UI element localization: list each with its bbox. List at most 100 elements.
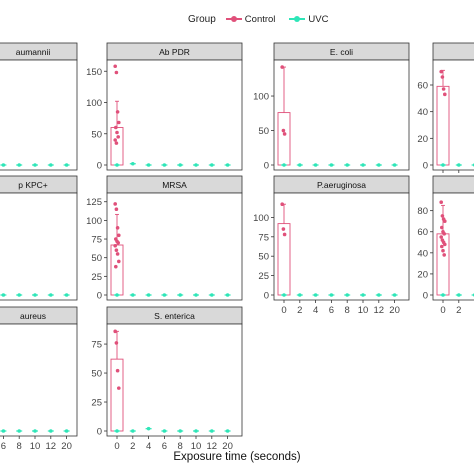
panel-9-xtick-label-20: 20 — [222, 441, 233, 452]
legend-label-uvc: UVC — [308, 13, 329, 25]
panel-2-uvc-point-0 — [282, 163, 286, 167]
panel-6-xtick-label-6: 6 — [329, 305, 334, 316]
panel-2-uvc-point-6 — [377, 163, 381, 167]
panel-5-uvc-point-5 — [194, 293, 198, 297]
panel-6-uvc-point-2 — [313, 293, 318, 297]
panel-1-control-point-1 — [114, 70, 119, 75]
panel-6-uvc-point-4 — [345, 293, 350, 297]
legend-title: Group — [188, 13, 216, 25]
panel-5-control-point-9 — [115, 252, 120, 256]
panel-5-control-point-2 — [115, 226, 120, 230]
panel-7-control-point-6 — [442, 232, 447, 236]
panel-1-uvc-point-7 — [225, 163, 230, 167]
panel-3-frame — [432, 59, 474, 171]
panel-6-ytick-label-50: 50 — [258, 252, 269, 263]
panel-4-uvc-point-5 — [33, 293, 37, 297]
panel-1-control-point-4 — [114, 125, 118, 130]
panel-6-xtick-label-4: 4 — [313, 305, 318, 316]
panel-9-uvc-point-4 — [178, 429, 182, 433]
panel-9-uvc-point-2 — [146, 426, 151, 431]
panel-3-uvc-point-1 — [457, 163, 461, 167]
panel-9-xtick-label-8: 8 — [178, 441, 183, 452]
panel-6-frame — [273, 192, 410, 301]
panel-5-ytick-label-50: 50 — [91, 253, 102, 264]
panel-4-frame — [0, 192, 78, 301]
panel-7-uvc-point-0 — [441, 293, 445, 297]
panel-6-uvc-point-6 — [377, 293, 381, 297]
panel-3-control-point-3 — [443, 92, 447, 97]
panel-9-ytick-label-50: 50 — [91, 369, 102, 380]
panel-5-strip-label: MRSA — [162, 180, 187, 190]
panel-1-uvc-point-4 — [178, 163, 182, 167]
panel-1-ytick-label-100: 100 — [86, 98, 102, 109]
panel-5-ytick-label-125: 125 — [86, 197, 102, 208]
panel-5-frame — [106, 192, 243, 301]
panel-7-control-point-11 — [440, 244, 444, 249]
panel-1-uvc-point-1 — [131, 161, 135, 166]
panel-6-ytick-label-100: 100 — [253, 213, 269, 224]
panel-6-control-point-2 — [282, 232, 287, 237]
panel-7-control-point-3 — [443, 219, 447, 223]
panel-0-uvc-point-3 — [1, 163, 6, 167]
x-axis-title: Exposure time (seconds) — [173, 451, 301, 463]
panel-3-strip — [432, 42, 474, 61]
panel-8-xtick-label-10: 10 — [30, 441, 41, 452]
panel-9-control-point-0 — [113, 329, 117, 334]
panel-9-xtick-label-4: 4 — [146, 441, 151, 452]
panel-8-uvc-point-6 — [49, 429, 53, 433]
panel-1-ytick-label-150: 150 — [86, 67, 102, 78]
panel-3-ytick-label-0: 0 — [423, 161, 428, 172]
panel-6-xtick-label-8: 8 — [345, 305, 350, 316]
panel-5-control-point-7 — [113, 243, 117, 248]
panel-3-ytick-label-60: 60 — [417, 81, 428, 92]
legend-item-control: Control — [225, 12, 276, 26]
panel-5-control-point-1 — [114, 207, 119, 211]
panel-5-ytick-label-25: 25 — [91, 272, 102, 283]
panel-1-control-point-8 — [114, 141, 119, 145]
panel-5-control-point-6 — [116, 240, 120, 245]
legend-label-control: Control — [244, 13, 276, 25]
panel-2-ytick-label-0: 0 — [264, 161, 269, 172]
panel-9-uvc-point-5 — [194, 429, 198, 433]
panel-2-control-point-2 — [282, 132, 287, 136]
panel-7-control-point-12 — [441, 248, 445, 253]
uvc-key-icon — [289, 12, 306, 26]
panel-9-uvc-point-6 — [210, 429, 214, 433]
panel-2-frame — [273, 59, 410, 171]
panel-1-control-point-3 — [117, 120, 121, 125]
panel-7-xtick-label-2: 2 — [456, 305, 461, 316]
panel-1-control-point-5 — [115, 130, 119, 135]
panel-7-xtick-label-0: 0 — [440, 305, 445, 316]
panel-9-control-point-2 — [115, 368, 120, 373]
panel-4-strip-label: p KPC+ — [18, 180, 48, 190]
panel-7-ytick-label-20: 20 — [417, 269, 428, 280]
panel-7-control-point-0 — [439, 200, 444, 205]
panel-2-uvc-point-2 — [313, 163, 318, 167]
panel-9-xtick-label-12: 12 — [207, 441, 218, 452]
panel-5-control-point-10 — [117, 259, 121, 264]
panel-6-control-point-0 — [280, 202, 285, 207]
panel-2-uvc-point-4 — [345, 163, 350, 167]
panel-7-ytick-label-60: 60 — [417, 227, 428, 238]
panel-7-uvc-point-1 — [457, 293, 461, 297]
panel-3-uvc-point-0 — [441, 163, 445, 167]
panel-0-uvc-point-5 — [33, 163, 37, 167]
panel-7-control-point-10 — [443, 242, 447, 247]
panel-2-strip-label: E. coli — [330, 47, 353, 57]
panel-3-control-point-0 — [439, 69, 444, 74]
panel-6-ytick-label-25: 25 — [258, 271, 269, 282]
panel-5-uvc-point-3 — [162, 293, 167, 297]
panel-3-ytick-label-20: 20 — [417, 134, 428, 145]
panel-9-ytick-label-25: 25 — [91, 398, 102, 409]
panel-0-uvc-point-6 — [49, 163, 53, 167]
panel-5-uvc-point-1 — [131, 293, 135, 297]
panel-6-uvc-point-5 — [361, 293, 365, 297]
panel-6-uvc-point-7 — [392, 293, 397, 297]
panel-8-frame — [0, 323, 78, 437]
panel-5-ytick-label-75: 75 — [91, 235, 102, 246]
panel-0-uvc-point-7 — [64, 163, 69, 167]
panel-1-uvc-point-6 — [210, 163, 214, 167]
panel-8-strip-label: aureus — [20, 311, 46, 321]
panel-6-xtick-label-2: 2 — [297, 305, 302, 316]
panel-5-control-point-8 — [114, 248, 119, 253]
